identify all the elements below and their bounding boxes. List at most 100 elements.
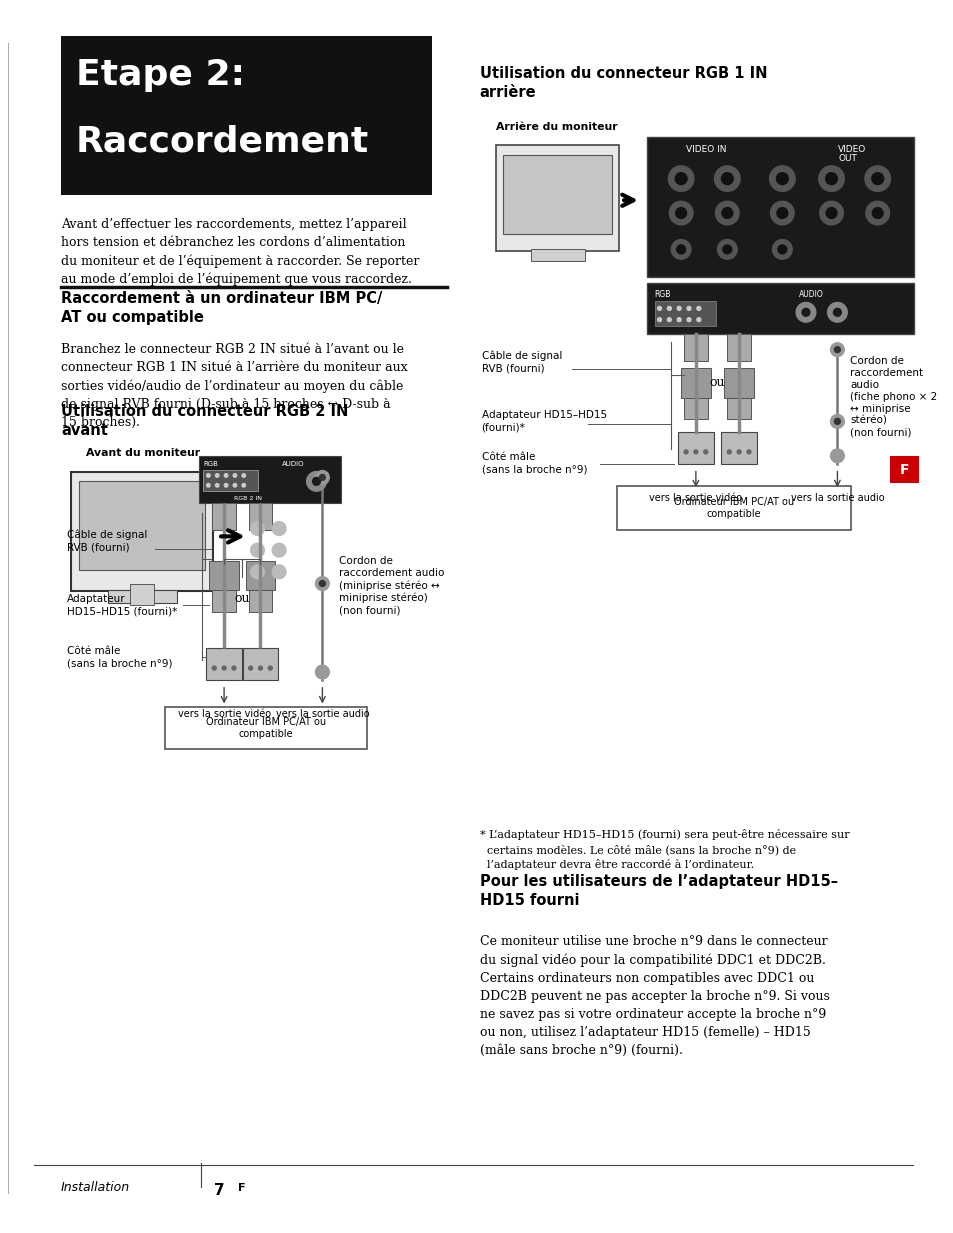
Circle shape xyxy=(864,166,889,191)
Text: AUDIO: AUDIO xyxy=(799,290,823,298)
Circle shape xyxy=(668,166,693,191)
Circle shape xyxy=(776,173,787,185)
Text: Ce moniteur utilise une broche n°9 dans le connecteur
du signal vidéo pour la co: Ce moniteur utilise une broche n°9 dans … xyxy=(479,936,829,1057)
Circle shape xyxy=(686,307,690,311)
Text: VIDEO IN: VIDEO IN xyxy=(685,145,726,154)
Bar xyxy=(720,433,756,464)
Text: 7: 7 xyxy=(214,1184,225,1198)
Bar xyxy=(726,398,750,419)
Circle shape xyxy=(830,343,843,356)
Text: ou: ou xyxy=(234,592,250,605)
Circle shape xyxy=(770,201,793,224)
Bar xyxy=(683,398,707,419)
Text: F: F xyxy=(237,1184,245,1194)
Circle shape xyxy=(675,173,686,185)
Text: Branchez le connecteur RGB 2 IN situé à l’avant ou le
connecteur RGB 1 IN situé : Branchez le connecteur RGB 2 IN situé à … xyxy=(61,343,407,429)
Circle shape xyxy=(871,207,882,218)
Text: Ordinateur IBM PC/AT ou
compatible: Ordinateur IBM PC/AT ou compatible xyxy=(206,716,326,740)
Text: Utilisation du connecteur RGB 2 IN
avant: Utilisation du connecteur RGB 2 IN avant xyxy=(61,403,348,438)
Circle shape xyxy=(215,483,219,487)
Text: RGB: RGB xyxy=(203,461,218,467)
Circle shape xyxy=(772,239,791,259)
Circle shape xyxy=(726,450,731,454)
Text: AUDIO: AUDIO xyxy=(282,461,304,467)
Bar xyxy=(502,155,612,234)
Circle shape xyxy=(722,245,731,254)
Circle shape xyxy=(696,307,700,311)
Circle shape xyxy=(696,318,700,322)
Circle shape xyxy=(667,318,671,322)
Text: Cordon de
raccordement
audio
(fiche phono × 2
↔ miniprise
stéréo)
(non fourni): Cordon de raccordement audio (fiche phon… xyxy=(849,355,937,438)
Circle shape xyxy=(826,302,846,322)
Circle shape xyxy=(677,307,680,311)
Circle shape xyxy=(657,318,660,322)
Circle shape xyxy=(306,471,326,491)
Circle shape xyxy=(251,565,264,578)
Text: F: F xyxy=(899,462,908,477)
Bar xyxy=(680,369,710,398)
Circle shape xyxy=(777,245,786,254)
Bar xyxy=(249,503,272,530)
Circle shape xyxy=(865,201,888,224)
Bar xyxy=(646,282,913,334)
Circle shape xyxy=(268,666,272,670)
Text: vers la sortie audio: vers la sortie audio xyxy=(790,493,883,503)
Bar xyxy=(723,369,753,398)
Text: Raccordement: Raccordement xyxy=(75,125,369,159)
Text: Installation: Installation xyxy=(61,1181,130,1195)
Circle shape xyxy=(834,346,840,353)
Circle shape xyxy=(801,308,809,316)
Circle shape xyxy=(319,475,325,481)
Circle shape xyxy=(721,207,732,218)
Text: Avant du moniteur: Avant du moniteur xyxy=(87,448,200,457)
Bar xyxy=(209,561,238,591)
Circle shape xyxy=(667,307,671,311)
Bar xyxy=(646,137,913,277)
Circle shape xyxy=(213,666,216,670)
Circle shape xyxy=(272,544,286,557)
Text: Ordinateur IBM PC/AT ou
compatible: Ordinateur IBM PC/AT ou compatible xyxy=(674,497,794,519)
Circle shape xyxy=(746,450,750,454)
Circle shape xyxy=(737,450,740,454)
Circle shape xyxy=(242,473,245,477)
Circle shape xyxy=(720,173,733,185)
Circle shape xyxy=(818,166,843,191)
Bar xyxy=(78,481,205,570)
Circle shape xyxy=(825,207,836,218)
Text: RGB: RGB xyxy=(654,290,670,298)
Bar xyxy=(726,334,750,361)
Circle shape xyxy=(313,477,320,486)
Circle shape xyxy=(224,473,228,477)
Circle shape xyxy=(249,666,253,670)
Bar xyxy=(61,36,432,195)
Circle shape xyxy=(693,450,697,454)
Text: Avant d’effectuer les raccordements, mettez l’appareil
hors tension et débranche: Avant d’effectuer les raccordements, met… xyxy=(61,218,419,286)
Circle shape xyxy=(796,302,815,322)
Circle shape xyxy=(233,473,236,477)
Text: Cordon de
raccordement audio
(miniprise stéréo ↔
miniprise stéréo)
(non fourni): Cordon de raccordement audio (miniprise … xyxy=(338,556,444,615)
Text: ou: ou xyxy=(709,376,724,388)
Bar xyxy=(683,334,707,361)
Bar xyxy=(617,486,850,529)
Circle shape xyxy=(714,166,740,191)
Circle shape xyxy=(222,666,226,670)
Text: Utilisation du connecteur RGB 1 IN
arrière: Utilisation du connecteur RGB 1 IN arriè… xyxy=(479,65,766,100)
Bar xyxy=(496,145,618,252)
Text: Etape 2:: Etape 2: xyxy=(75,58,244,91)
Text: Câble de signal
RVB (fourni): Câble de signal RVB (fourni) xyxy=(67,530,147,552)
Text: vers la sortie vidéo: vers la sortie vidéo xyxy=(649,493,741,503)
Bar xyxy=(165,708,366,748)
Bar xyxy=(203,470,257,491)
Circle shape xyxy=(675,207,686,218)
Circle shape xyxy=(677,318,680,322)
Circle shape xyxy=(830,414,843,428)
Circle shape xyxy=(315,471,329,485)
Circle shape xyxy=(315,577,329,591)
Bar xyxy=(213,503,235,530)
Circle shape xyxy=(232,666,235,670)
Circle shape xyxy=(258,666,262,670)
Circle shape xyxy=(669,201,692,224)
Circle shape xyxy=(215,473,219,477)
Text: Adaptateur HD15–HD15
(fourni)*: Adaptateur HD15–HD15 (fourni)* xyxy=(481,411,606,433)
Circle shape xyxy=(319,581,325,587)
